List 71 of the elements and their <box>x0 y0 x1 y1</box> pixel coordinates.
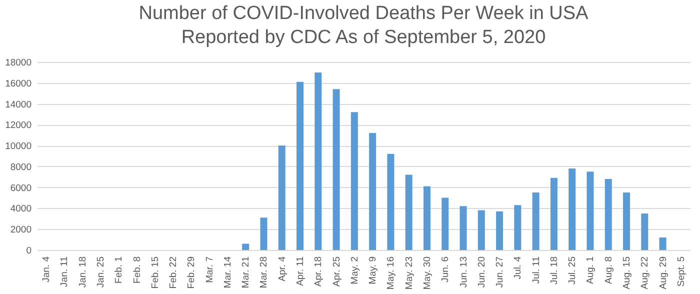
bar <box>350 112 358 250</box>
bar <box>242 244 250 250</box>
bar <box>332 89 340 250</box>
x-tick-label: Mar. 14 <box>222 256 234 288</box>
x-tick-label: Feb. 29 <box>186 256 198 289</box>
bar <box>260 218 268 250</box>
x-tick-label: Jun. 27 <box>494 256 506 288</box>
y-tick-label: 4000 <box>10 204 32 215</box>
x-tick-label: May. 23 <box>404 256 415 290</box>
x-tick-label: Apr. 4 <box>276 256 288 282</box>
x-tick-label: Mar. 21 <box>240 256 252 288</box>
x-tick-label: Feb. 15 <box>150 256 161 289</box>
x-tick-label: Apr. 25 <box>331 256 342 287</box>
y-tick-label: 10000 <box>5 141 32 152</box>
x-tick-label: Jun. 20 <box>476 256 488 288</box>
x-tick-label: Aug. 8 <box>603 256 614 284</box>
x-tick-label: Jul. 11 <box>530 256 542 284</box>
x-tick-label: Mar. 28 <box>258 256 270 288</box>
bar <box>387 154 394 250</box>
x-tick-label: Aug. 15 <box>622 256 633 290</box>
x-tick-label: Jul. 4 <box>512 256 524 280</box>
x-tick-label: Jan. 11 <box>59 256 70 287</box>
x-tick-label: Feb. 22 <box>168 256 180 289</box>
bar <box>532 192 540 250</box>
bar <box>405 174 412 250</box>
x-tick-label: Jun. 13 <box>458 256 470 288</box>
bar <box>604 178 612 250</box>
x-tick-label: May. 30 <box>422 256 433 290</box>
x-tick-label: Jul. 25 <box>567 256 578 284</box>
x-tick-label: Aug. 1 <box>585 256 596 284</box>
x-tick-label: Apr. 11 <box>295 256 306 286</box>
y-tick-label: 14000 <box>5 99 32 110</box>
x-tick-label: Sept. 5 <box>676 256 687 287</box>
bar <box>314 72 322 250</box>
x-tick-label: Mar. 7 <box>204 256 216 283</box>
y-tick-label: 16000 <box>5 78 32 90</box>
y-tick-label: 6000 <box>10 182 32 194</box>
bar <box>550 178 558 250</box>
bar <box>623 192 630 250</box>
x-tick-label: Jan. 4 <box>41 256 52 282</box>
bar <box>496 211 504 250</box>
bar <box>478 210 485 250</box>
x-tick-label: May. 16 <box>386 256 397 290</box>
bar <box>442 198 449 250</box>
bar <box>514 205 522 250</box>
x-tick-label: May. 2 <box>349 256 360 284</box>
bar <box>278 146 286 250</box>
bar <box>423 186 430 250</box>
x-tick-label: Jun. 6 <box>440 256 452 282</box>
x-tick-label: Jan. 25 <box>95 256 106 288</box>
x-tick-label: May. 9 <box>368 256 379 284</box>
chart-title: Number of COVID-Involved Deaths Per Week in USA Reported by CDC As of September 5, 2020 <box>138 3 589 48</box>
bar <box>296 82 304 250</box>
y-tick-label: 0 <box>26 246 32 256</box>
bar <box>369 133 376 250</box>
x-tick-label: Feb. 8 <box>132 256 143 284</box>
bar <box>659 237 666 250</box>
bar <box>641 213 648 250</box>
y-tick-label: 12000 <box>5 120 32 132</box>
y-tick-label: 8000 <box>10 162 32 173</box>
x-tick-label: Aug. 29 <box>658 256 669 290</box>
x-tick-label: Jul. 18 <box>548 256 560 284</box>
x-tick-label: Feb. 1 <box>114 256 125 284</box>
x-tick-label: Apr. 18 <box>313 256 324 287</box>
bar <box>568 168 576 250</box>
bar <box>460 206 467 250</box>
x-tick-label: Jan. 18 <box>77 256 88 288</box>
bar <box>586 172 594 250</box>
y-tick-label: 2000 <box>10 224 32 236</box>
y-tick-label: 18000 <box>5 58 32 68</box>
x-tick-label: Aug. 22 <box>640 256 651 290</box>
